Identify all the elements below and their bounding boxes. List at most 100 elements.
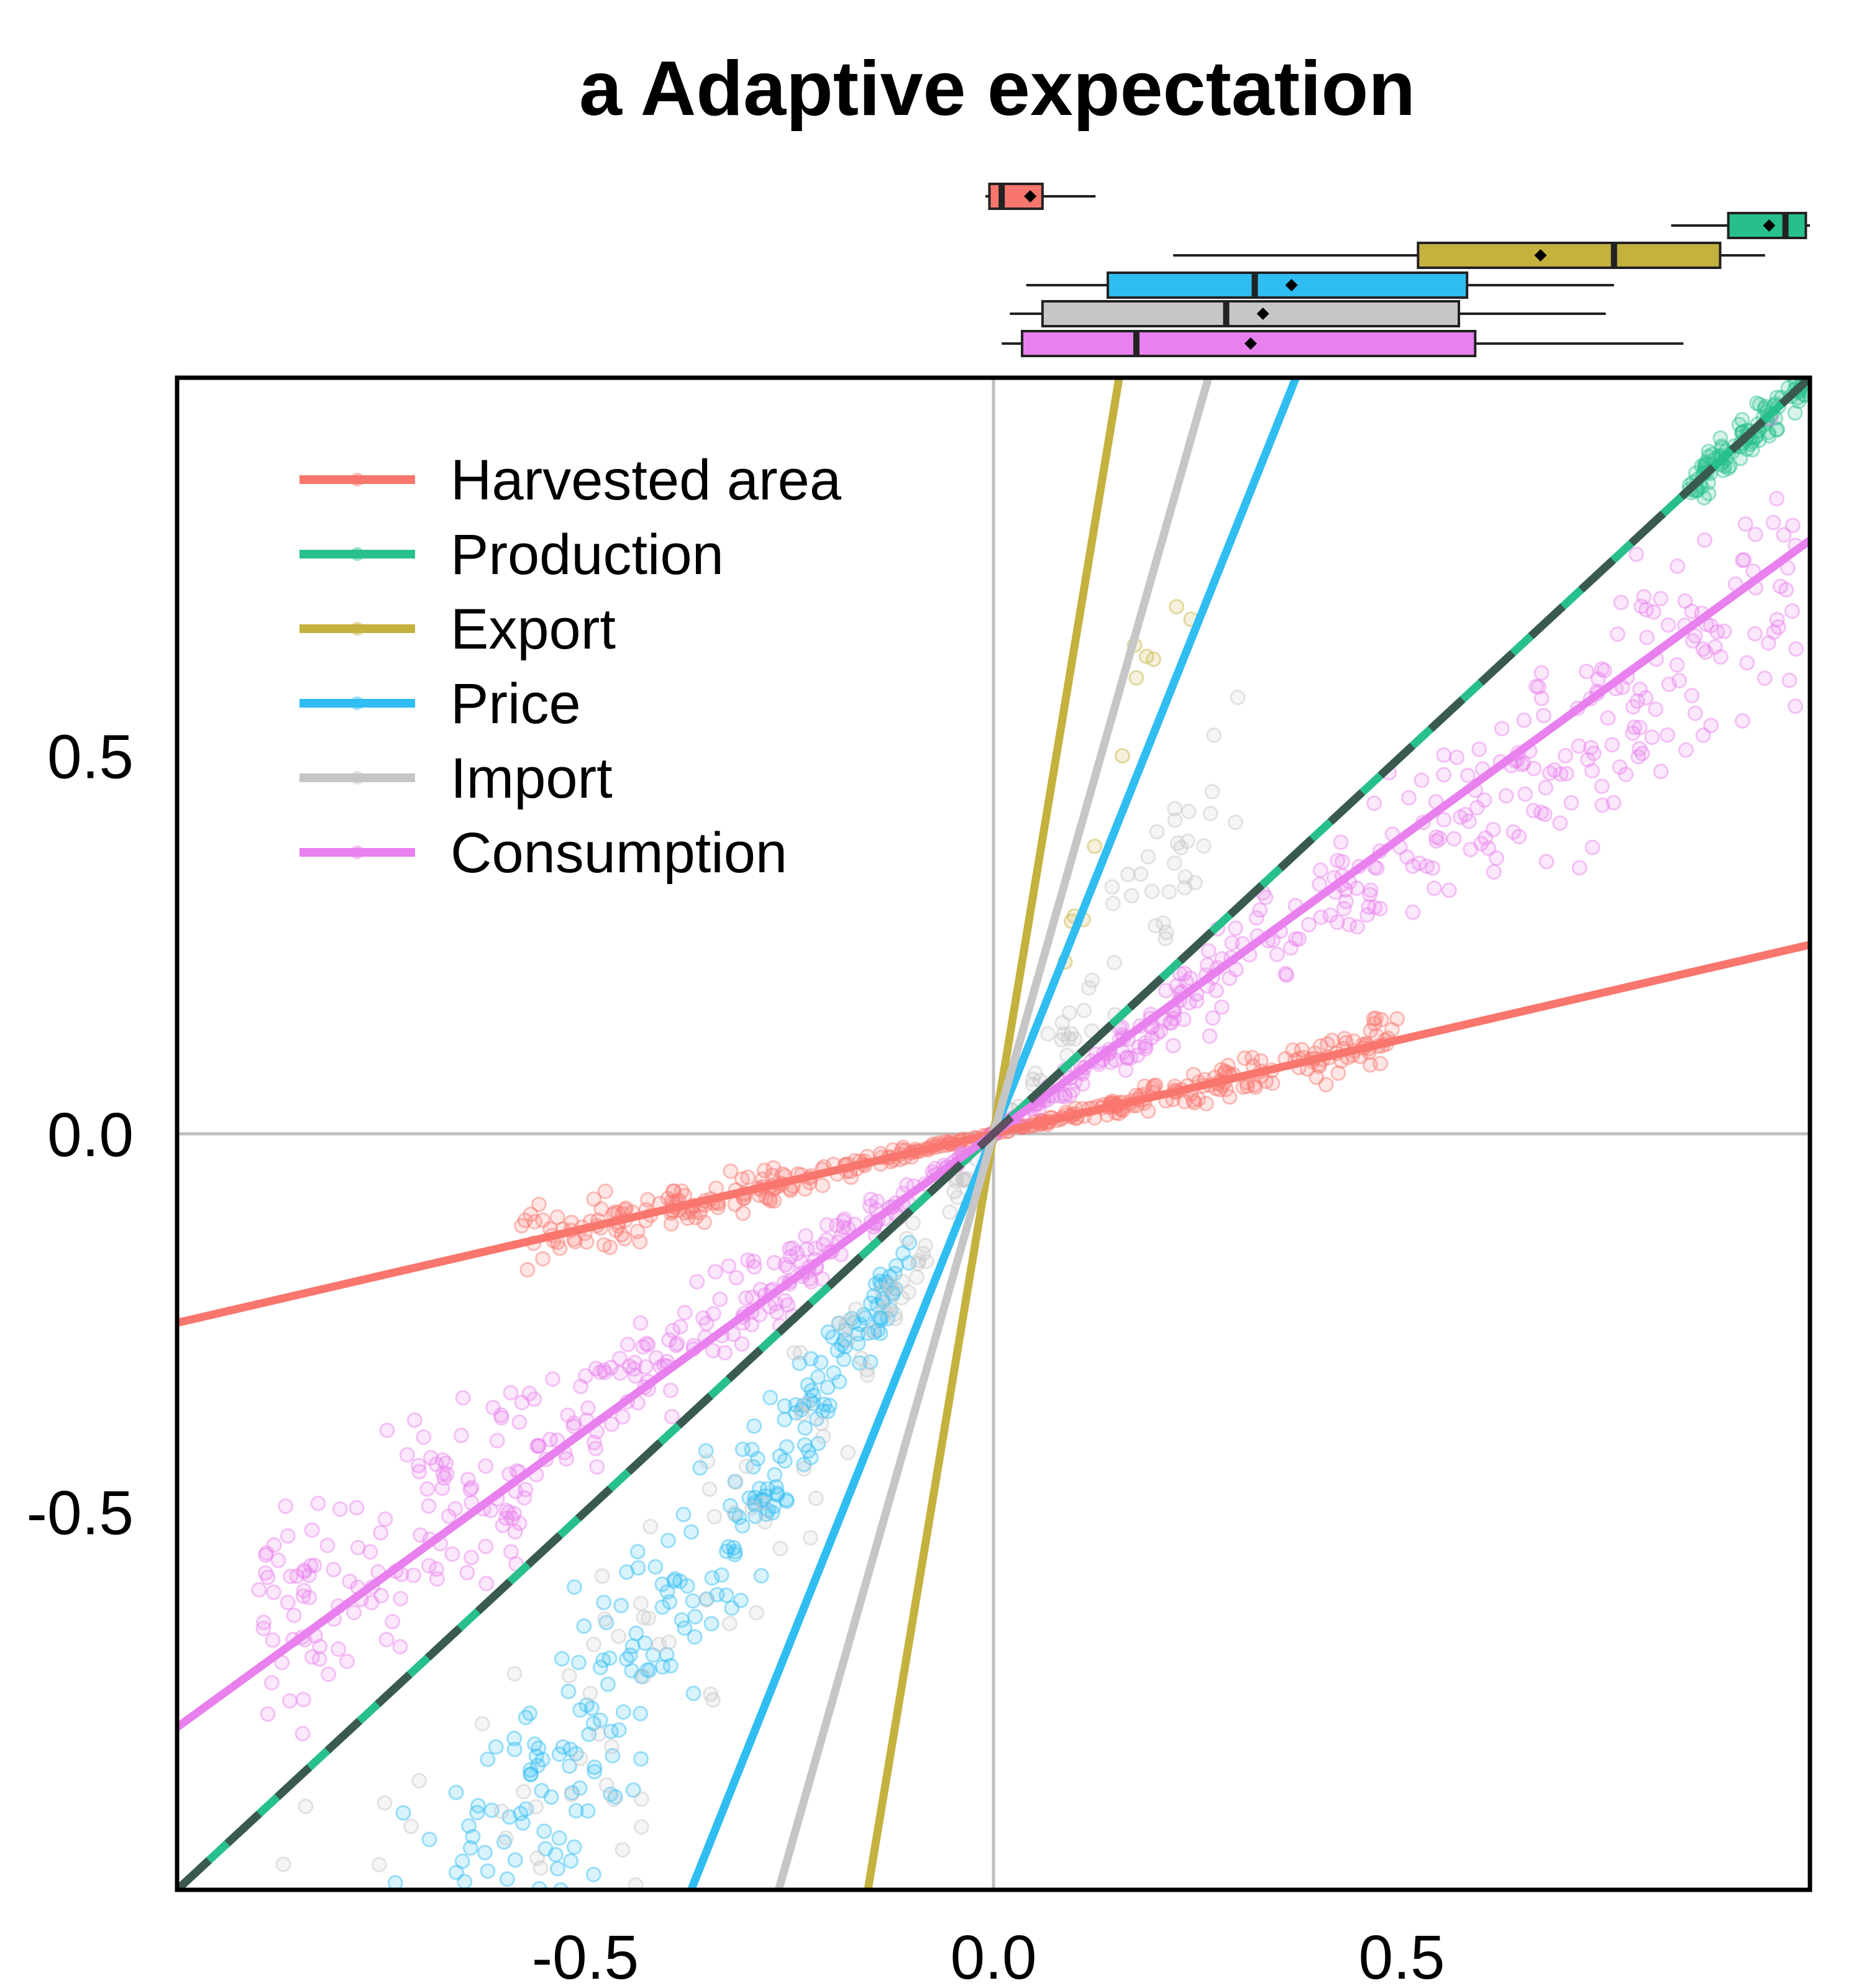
scatter-point [766,1498,782,1515]
scatter-point [1630,749,1647,765]
scatter-point [428,1561,444,1577]
scatter-point [1653,764,1669,780]
scatter-point [808,1411,825,1427]
scatter-point [1770,421,1786,437]
scatter-point [601,1650,618,1666]
scatter-point [588,1441,604,1457]
scatter-point [1359,907,1376,923]
scatter-point [1367,899,1383,915]
scatter-point [1525,803,1542,819]
scatter-point [423,1449,439,1466]
scatter-point [531,1438,547,1454]
scatter-point [1760,424,1776,440]
scatter-point [1677,593,1693,609]
scatter-point [797,1181,813,1197]
scatter-point [757,1488,773,1504]
scatter-point [846,1314,862,1330]
scatter-point [531,1740,547,1756]
scatter-point [529,1850,546,1866]
scatter-point [659,1584,675,1600]
scatter-point [640,1192,656,1208]
scatter-point [659,1646,675,1662]
scatter-point [668,1338,684,1354]
y-axis-ticks: 0.5 0.0 -0.5 [27,723,134,1548]
scatter-point [1362,887,1378,903]
scatter-point [756,1162,772,1179]
scatter-point [1752,396,1768,413]
scatter-point [501,1504,517,1520]
scatter-point [1606,795,1622,811]
scatter-point [1172,966,1188,982]
scatter-point [698,1443,714,1459]
scatter-point [1428,829,1445,845]
scatter-point [578,1697,595,1713]
scatter-point [1473,836,1489,852]
scatter-point [777,1398,793,1414]
scatter-point [1148,1077,1164,1093]
boxplot-mean-marker [1534,249,1547,262]
scatter-point [734,1171,750,1187]
scatter-point [572,1780,588,1796]
scatter-point [637,1635,653,1651]
scatter-point [434,1480,450,1496]
scatter-point [847,1301,864,1317]
scatter-point [1065,1082,1081,1098]
scatter-point [718,1587,734,1603]
scatter-point [908,1269,925,1285]
scatter-point [511,1515,528,1531]
scatter-point [813,1415,829,1431]
scatter-point [948,1173,964,1189]
scatter-point [1165,1037,1181,1054]
scatter-point [1220,1057,1236,1074]
scatter-point [834,1336,850,1352]
scatter-point [1208,983,1224,999]
scatter-point [869,1297,885,1313]
scatter-point [295,1726,311,1742]
scatter-point [1067,1031,1083,1047]
scatter-point [478,1575,495,1592]
scatter-point [588,1361,604,1377]
scatter-point [698,1315,715,1331]
scatter-point [1227,920,1243,936]
scatter-point [688,1210,704,1226]
scatter-point [377,1795,393,1811]
scatter-point [1736,552,1752,568]
scatter-point [403,1818,419,1835]
boxplot-harvested-area [985,183,1096,210]
scatter-point [591,1726,607,1742]
scatter-point [669,1336,685,1352]
scatter-point [1350,919,1366,935]
scatter-point [413,1527,429,1543]
scatter-point [435,1452,451,1468]
scatter-point [777,1453,793,1469]
scatter-point [1535,708,1551,724]
scatter-point [535,1212,551,1228]
scatter-point [498,1830,514,1846]
scatter-point [1660,727,1676,743]
scatter-point [873,1277,889,1293]
scatter-point [621,1358,637,1374]
x-axis-ticks: -0.5 0.0 0.5 [532,1923,1445,1988]
scatter-point [1246,1077,1263,1093]
scatter-point [807,1240,823,1256]
scatter-point [1148,918,1164,934]
boxplot-consumption [1002,330,1684,357]
scatter-point [566,1839,582,1855]
scatter-point [614,1409,631,1425]
scatter-point [1138,649,1154,665]
scatter-point [1778,581,1794,598]
scatter-point [349,1500,365,1516]
scatter-point [915,1246,931,1262]
scatter-point [761,1190,777,1206]
scatter-point [661,1634,677,1650]
scatter-point [286,1607,302,1623]
scatter-point [592,1364,608,1380]
scatter-point [1419,858,1435,874]
scatter-point [281,1693,298,1709]
scatter-point [1537,806,1553,823]
scatter-point [911,1252,927,1269]
scatter-point [803,1382,820,1398]
scatter-point [1300,916,1317,932]
scatter-point [1366,1011,1382,1027]
scatter-point [1542,765,1558,781]
